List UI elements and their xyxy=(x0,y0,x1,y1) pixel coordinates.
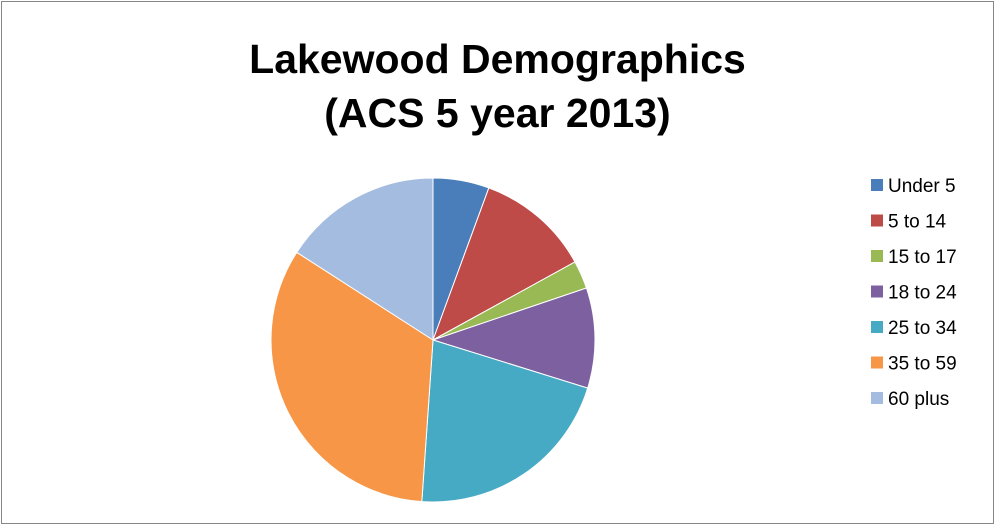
pie-slice-18-to-24 xyxy=(431,287,596,389)
chart-title-line-2: (ACS 5 year 2013) xyxy=(324,90,671,136)
legend-swatch-15-to-17 xyxy=(871,250,883,262)
chart-title-line-1: Lakewood Demographics xyxy=(249,36,746,82)
legend-item-35-to-59: 35 to 59 xyxy=(871,354,957,375)
legend-label-25-to-34: 25 to 34 xyxy=(888,318,957,339)
chart-title: Lakewood Demographics (ACS 5 year 2013) xyxy=(2,32,993,140)
legend-swatch-under-5 xyxy=(871,179,883,191)
legend-swatch-60-plus xyxy=(871,392,883,404)
legend-label-15-to-17: 15 to 17 xyxy=(888,247,957,268)
legend-label-18-to-24: 18 to 24 xyxy=(888,283,957,304)
pie-slice-60-plus xyxy=(296,177,434,341)
legend-item-60-plus: 60 plus xyxy=(871,389,949,410)
legend-swatch-25-to-34 xyxy=(871,321,883,333)
pie-slices xyxy=(270,177,596,503)
legend-label-under-5: Under 5 xyxy=(888,176,956,197)
pie-slice-5-to-14 xyxy=(432,187,576,342)
legend-item-25-to-34: 25 to 34 xyxy=(871,318,957,339)
legend-label-35-to-59: 35 to 59 xyxy=(888,354,957,375)
legend-label-60-plus: 60 plus xyxy=(888,389,949,410)
legend-label-5-to-14: 5 to 14 xyxy=(888,212,947,233)
legend-swatch-35-to-59 xyxy=(871,356,883,369)
pie-slice-35-to-59 xyxy=(270,251,434,503)
legend-swatch-18-to-24 xyxy=(871,285,883,298)
legend-item-under-5: Under 5 xyxy=(871,176,956,197)
legend-item-18-to-24: 18 to 24 xyxy=(871,283,957,304)
legend: Under 5 5 to 14 15 to 17 18 to 24 25 to 34 35… xyxy=(871,176,957,410)
legend-item-15-to-17: 15 to 17 xyxy=(871,247,957,268)
pie-slice-25-to-34 xyxy=(421,339,589,503)
legend-swatch-5-to-14 xyxy=(871,214,883,227)
legend-item-5-to-14: 5 to 14 xyxy=(871,212,947,233)
